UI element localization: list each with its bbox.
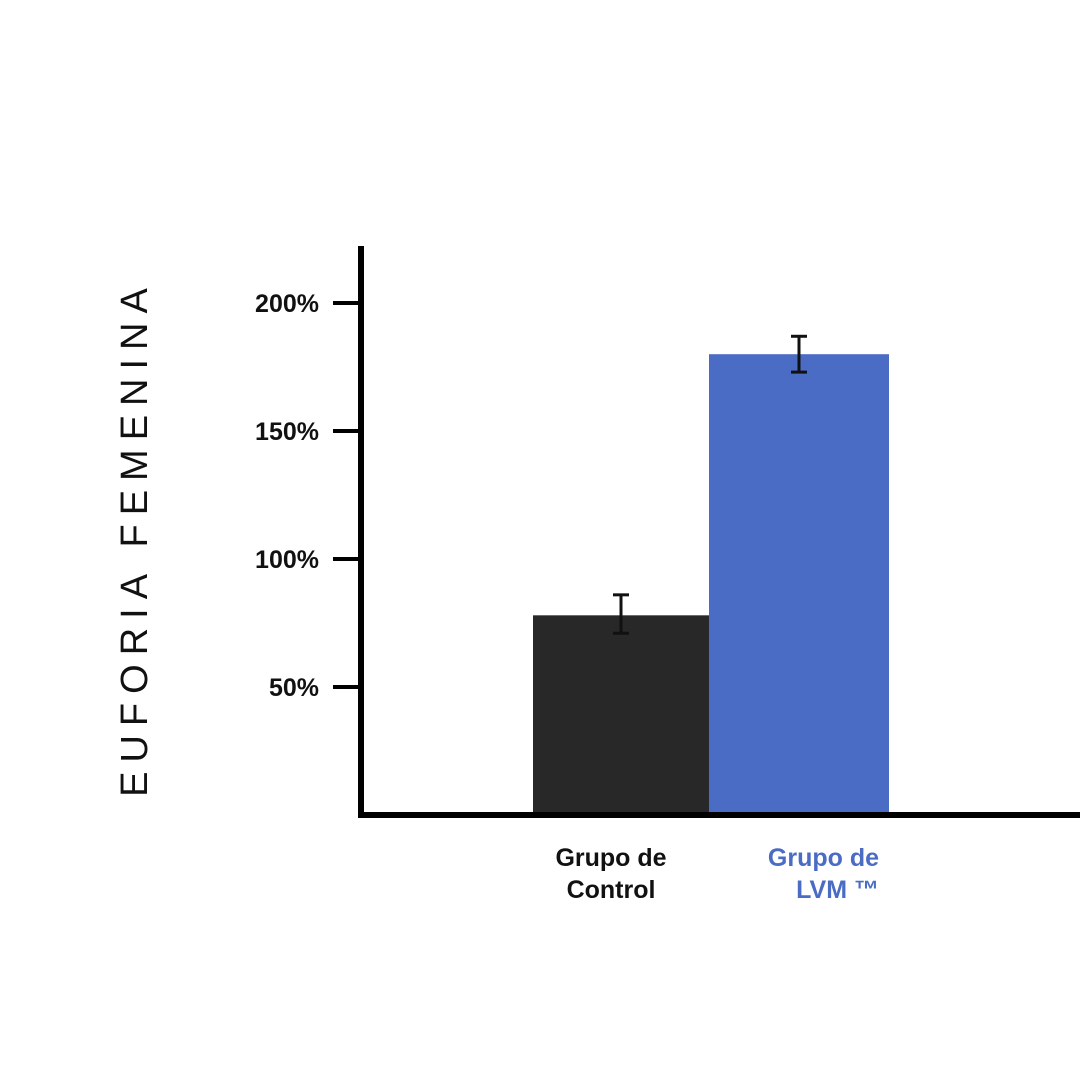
- bar-0: [533, 615, 709, 815]
- error-bar-0: [613, 593, 629, 635]
- x-category-label-line: Grupo de: [768, 844, 879, 872]
- y-axis-label: EUFORIA FEMENINA: [114, 279, 156, 797]
- y-tick-label: 50%: [269, 674, 319, 702]
- error-bar-1: [791, 334, 807, 374]
- x-category-label-line: Grupo de: [555, 844, 666, 872]
- y-tick-label: 100%: [255, 546, 319, 574]
- x-category-label-0: Grupo de Control: [555, 844, 666, 904]
- plot-area: 50% 100% 150% 200% Grupo de Control Grupo de LV…: [255, 246, 1080, 904]
- y-tick-label: 150%: [255, 418, 319, 446]
- y-tick-label: 200%: [255, 290, 319, 318]
- bar-1: [709, 354, 889, 815]
- x-category-label-1: Grupo de LVM ™: [768, 844, 879, 904]
- x-category-label-line: LVM ™: [796, 876, 879, 904]
- x-category-label-line: Control: [567, 876, 656, 904]
